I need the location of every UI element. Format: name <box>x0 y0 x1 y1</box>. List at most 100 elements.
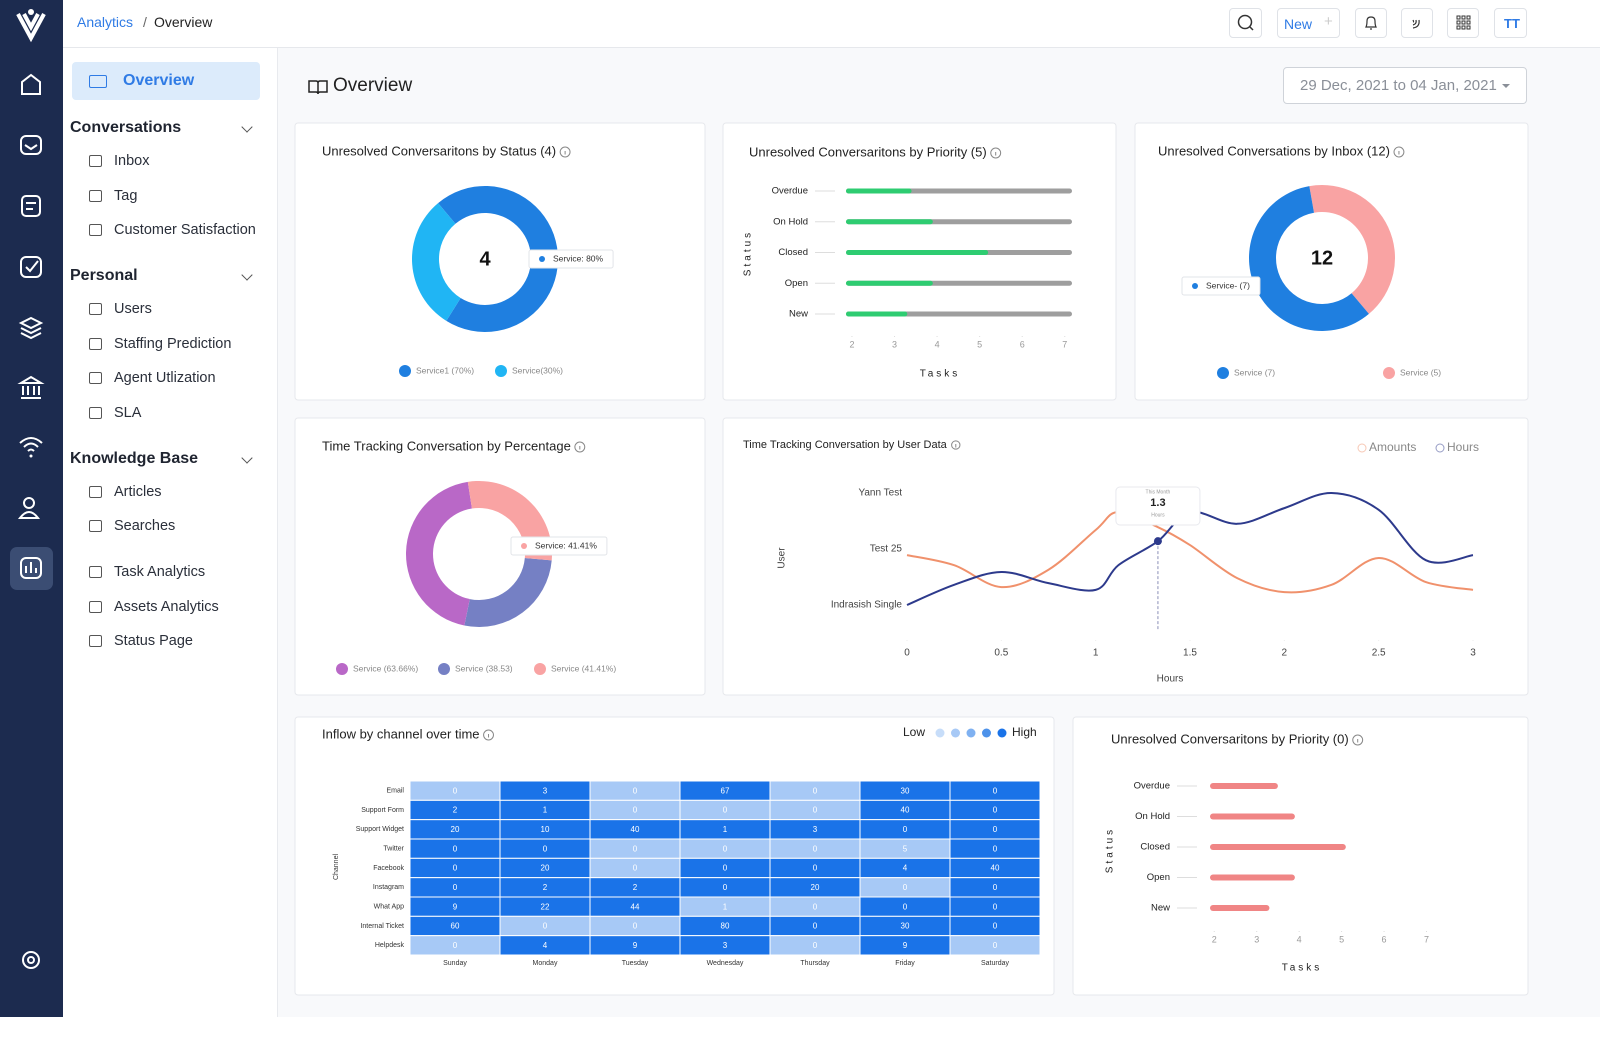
nav-section-title[interactable]: Knowledge Base <box>70 449 199 467</box>
nav-active[interactable]: Overview <box>72 62 260 100</box>
chart-card <box>1134 122 1529 401</box>
new-button-label: New <box>1284 16 1313 32</box>
column-label: Tuesday <box>622 960 649 967</box>
heat-cell-label: 30 <box>901 786 910 795</box>
category-label: Open <box>1147 872 1170 883</box>
nav-item[interactable]: Customer Satisfaction <box>114 222 256 238</box>
bank-icon[interactable] <box>17 375 45 399</box>
heat-cell-label: 40 <box>631 825 640 834</box>
date-range-caret <box>1502 84 1510 88</box>
x-tick-label: 2 <box>1282 648 1288 659</box>
heat-cell-label: 0 <box>453 864 458 873</box>
bar <box>846 250 989 255</box>
heat-cell-label: 3 <box>723 941 728 950</box>
new-button-plus: + <box>1324 13 1333 30</box>
avatar-button[interactable]: TT <box>1494 8 1527 38</box>
heat-cell-label: 0 <box>993 806 998 815</box>
nav-item[interactable]: Tag <box>114 187 138 204</box>
donut-segment <box>1309 185 1396 314</box>
nav-panel: Overview Conversations Inbox Tag Customer S… <box>63 0 278 1017</box>
heat-cell-label: 0 <box>543 844 548 853</box>
nav-item[interactable]: Inbox <box>114 153 150 169</box>
nav-item[interactable]: Articles <box>114 483 162 500</box>
row-label: Email <box>386 788 404 795</box>
users-icon[interactable] <box>23 497 35 509</box>
new-button[interactable]: New + <box>1277 8 1340 38</box>
notifications-button[interactable] <box>1355 8 1387 38</box>
legend-label: Amounts <box>1369 440 1416 454</box>
tasks-icon-check <box>25 260 39 273</box>
donut-segment <box>406 481 472 626</box>
heat-cell-label: 30 <box>901 922 910 931</box>
nav-section-title[interactable]: Conversations <box>70 119 182 136</box>
heat-cell <box>949 935 1041 956</box>
analytics-icon-bars <box>25 562 37 573</box>
nav-item[interactable]: SLA <box>114 404 142 421</box>
heat-cell-label: 9 <box>453 902 458 911</box>
legend-low: Low <box>903 725 925 739</box>
y-axis-title: Status <box>743 230 754 276</box>
info-icon <box>574 441 586 453</box>
donut-segment <box>412 203 461 321</box>
layers-icon[interactable] <box>18 316 44 340</box>
heat-cell-label: 0 <box>453 786 458 795</box>
nav-item[interactable]: Assets Analytics <box>114 598 219 615</box>
x-tick-label: 4 <box>1297 934 1302 944</box>
legend-swatch <box>495 365 507 377</box>
inbox-icon-line <box>24 144 38 151</box>
bar <box>1210 905 1270 911</box>
legend-swatch <box>966 728 976 738</box>
legend-swatch <box>997 728 1007 738</box>
bar <box>1210 844 1346 850</box>
bar <box>1210 874 1295 881</box>
tooltip-dot <box>1192 283 1198 289</box>
nav-item[interactable]: Status Page <box>114 633 193 649</box>
heat-cell-label: 0 <box>813 902 818 911</box>
legend-swatch <box>1435 443 1445 453</box>
x-tick-label: 2.5 <box>1372 648 1386 659</box>
category-label: Overdue <box>772 186 808 197</box>
nav-item[interactable]: Staffing Prediction <box>114 335 232 352</box>
notes-icon[interactable] <box>21 195 41 217</box>
row-label: Internal Ticket <box>360 923 404 930</box>
logo[interactable] <box>16 13 46 43</box>
home-icon[interactable] <box>21 73 41 95</box>
nav-item[interactable]: Users <box>114 301 152 317</box>
nav-item[interactable]: Agent Utlization <box>114 370 216 386</box>
logo-dot <box>28 9 34 15</box>
heat-cell-label: 5 <box>903 844 908 853</box>
chart-title: Unresolved Conversations by Inbox (12) <box>1158 143 1390 158</box>
row-label: Twitter <box>383 846 404 853</box>
legend-swatch <box>399 365 411 377</box>
breadcrumb-link[interactable]: Analytics <box>77 14 134 30</box>
tasks-icon[interactable] <box>20 256 42 278</box>
signal-button[interactable] <box>1401 8 1433 38</box>
bar <box>1210 783 1278 789</box>
search-button[interactable] <box>1229 8 1262 38</box>
legend-swatch <box>1383 367 1395 379</box>
bar <box>846 280 933 286</box>
date-range-picker[interactable]: 29 Dec, 2021 to 04 Jan, 2021 <box>1283 67 1527 104</box>
apps-button[interactable] <box>1447 8 1479 38</box>
donut-center-value: 4 <box>479 248 491 270</box>
nav-item[interactable]: Searches <box>114 518 176 534</box>
wifi-icon[interactable] <box>19 437 43 452</box>
settings-icon[interactable] <box>22 951 40 969</box>
heat-cell-label: 2 <box>633 883 638 892</box>
heat-cell-label: 1 <box>543 806 548 815</box>
heat-cell-label: 3 <box>543 786 548 795</box>
tooltip-text: Service: 41.41% <box>535 540 597 550</box>
column-label: Friday <box>895 960 915 967</box>
heat-cell-label: 0 <box>903 902 908 911</box>
analytics-icon[interactable] <box>20 557 42 579</box>
legend-high: High <box>1012 725 1037 739</box>
nav-section-title[interactable]: Personal <box>70 267 138 284</box>
category-label: Closed <box>1140 842 1170 853</box>
legend-swatch <box>534 663 546 675</box>
nav-item[interactable]: Task Analytics <box>114 564 206 580</box>
x-tick-label: 5 <box>1339 934 1344 944</box>
nav-item-icon <box>89 485 102 498</box>
inbox-icon[interactable] <box>20 135 42 155</box>
